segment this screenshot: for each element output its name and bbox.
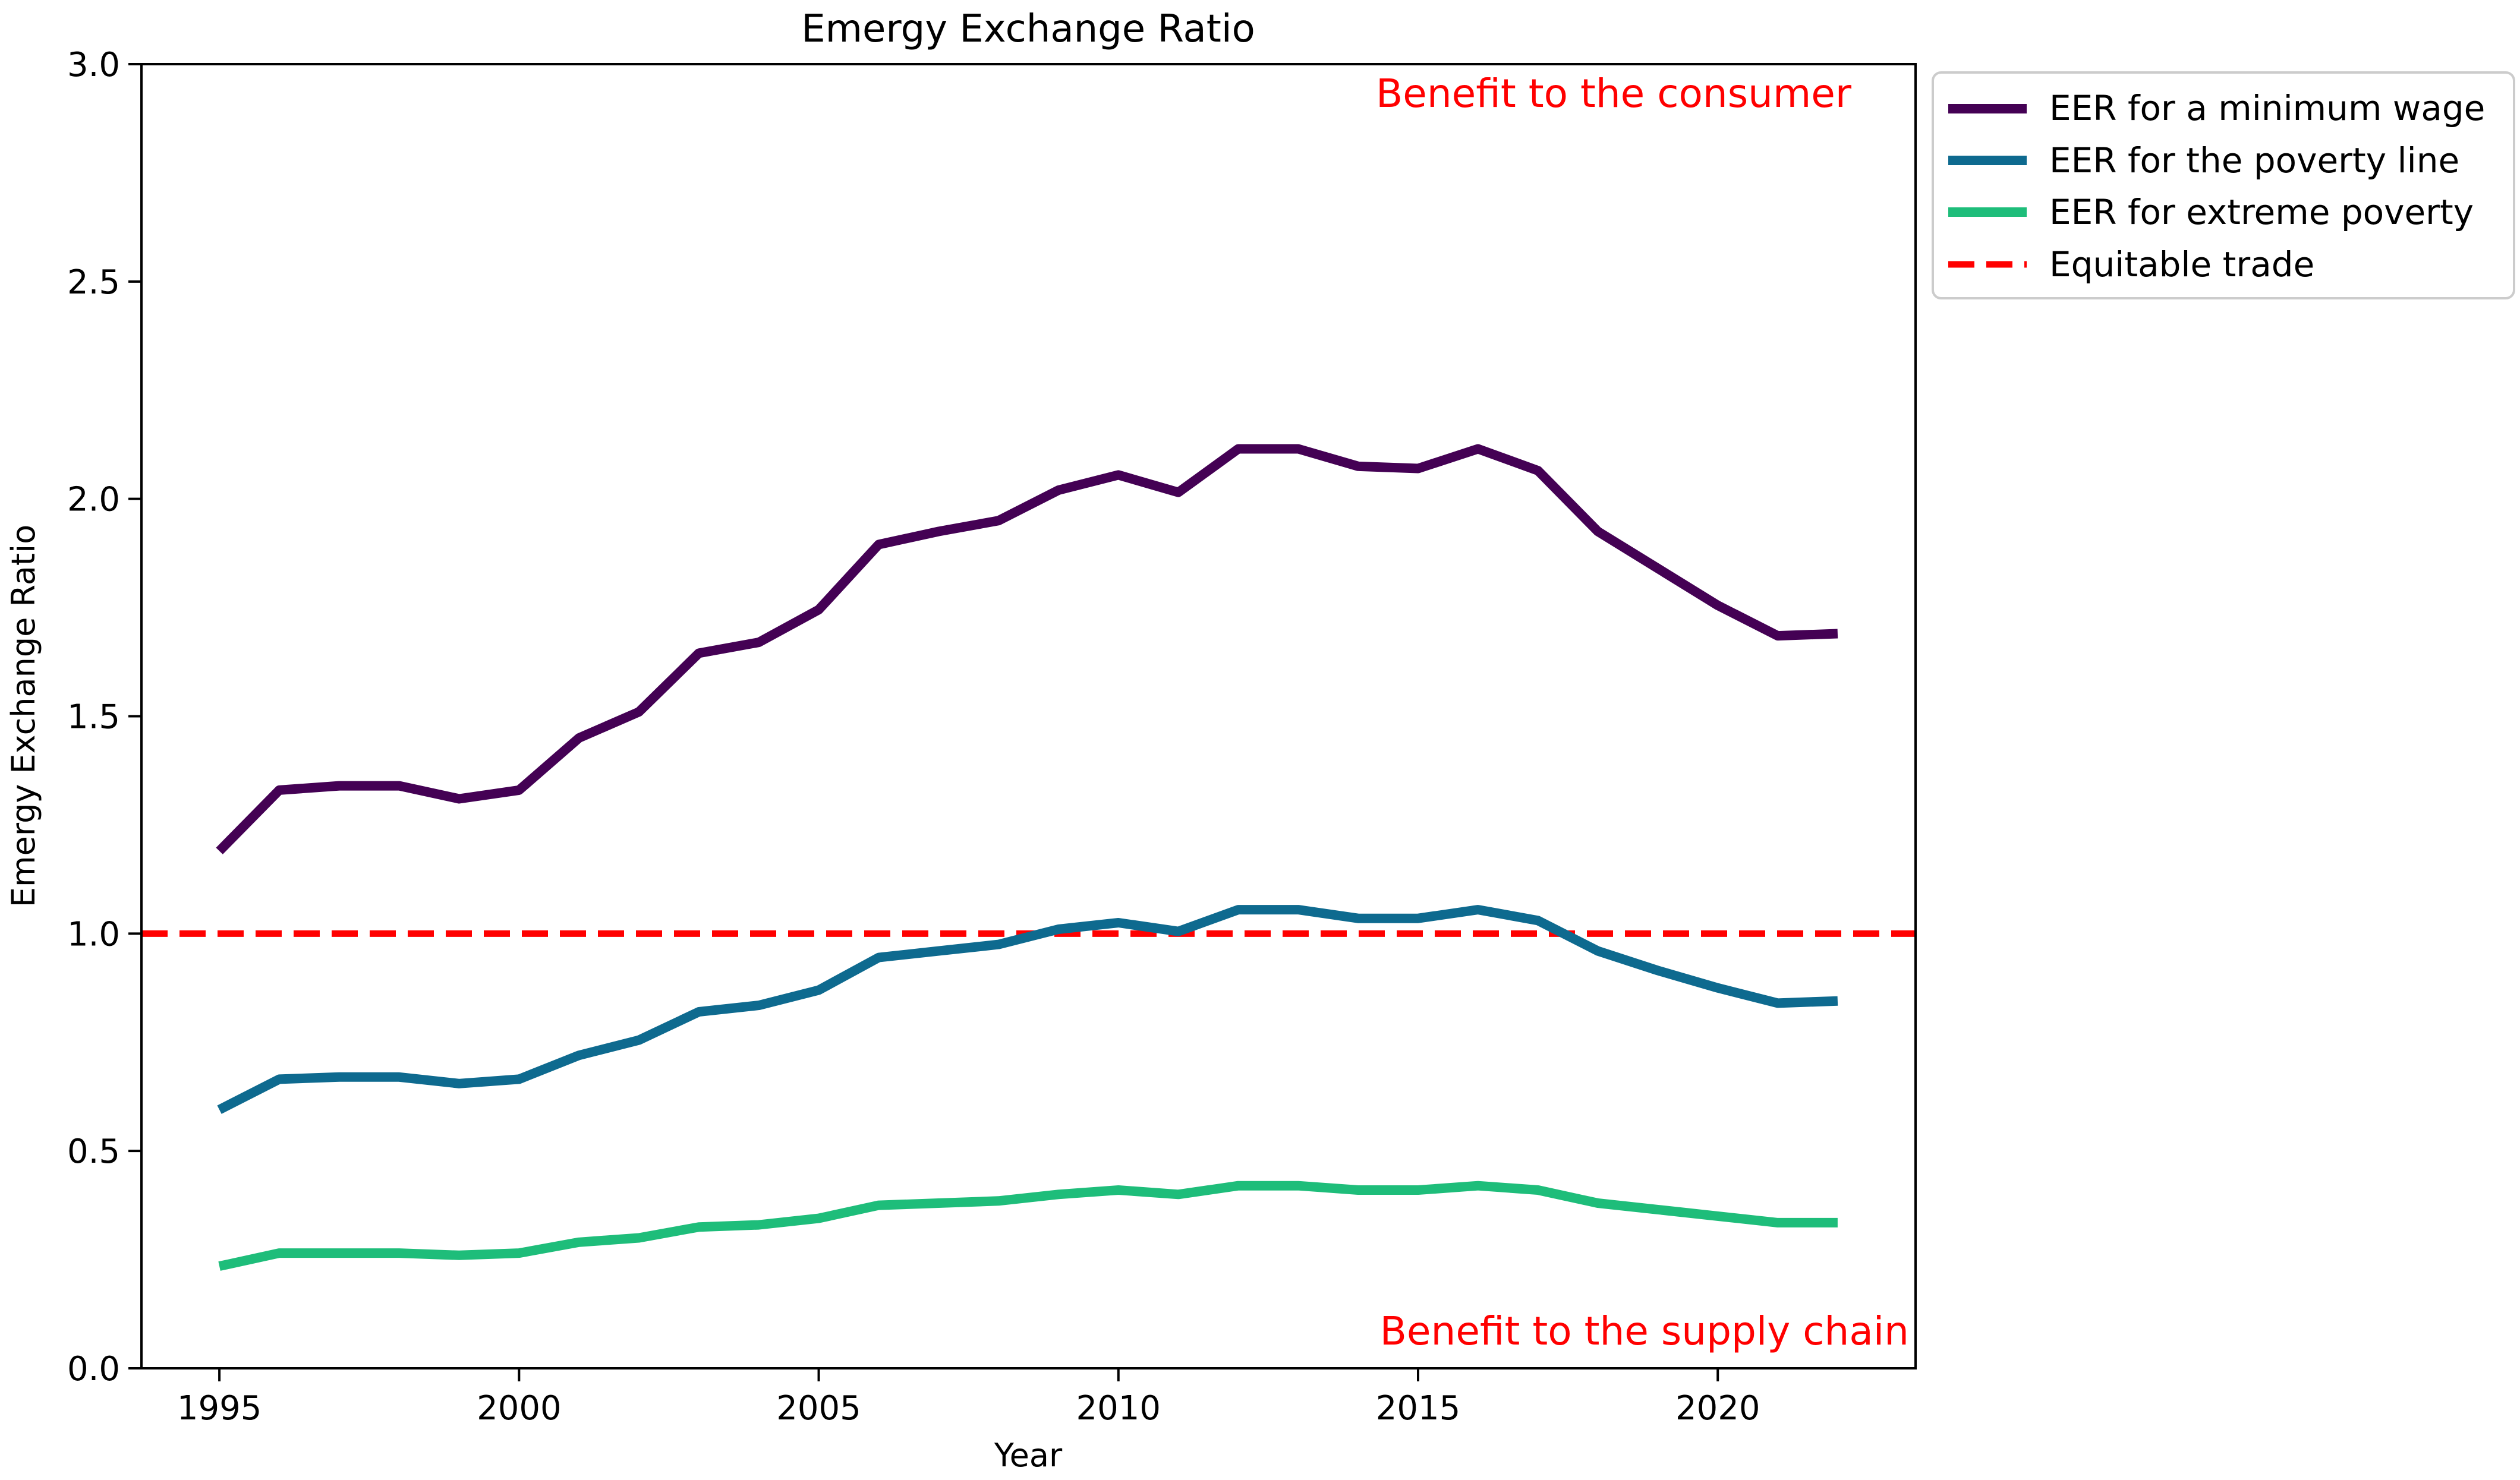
plot-frame — [140, 63, 1917, 1369]
series-line-poverty-line — [217, 905, 1838, 1114]
x-tick-label: 1995 — [177, 1389, 262, 1428]
y-tick-label: 2.5 — [67, 263, 120, 302]
benefit-consumer-annotation: Benefit to the consumer — [1376, 71, 1852, 116]
x-tick-label: 2005 — [776, 1389, 861, 1428]
legend-label-poverty-line: EER for the poverty line — [2049, 140, 2459, 181]
x-tick-label: 2000 — [477, 1389, 562, 1428]
x-tick-label: 2015 — [1376, 1389, 1461, 1428]
legend-label-equitable-trade: Equitable trade — [2049, 244, 2314, 285]
x-tick-label: 2020 — [1675, 1389, 1760, 1428]
legend-label-minimum-wage: EER for a minimum wage — [2049, 88, 2485, 128]
y-axis: 0.0 0.5 1.0 1.5 2.0 2.5 3.0 — [67, 46, 141, 1389]
benefit-supply-chain-annotation: Benefit to the supply chain — [1380, 1308, 1909, 1354]
series-layer — [216, 444, 1838, 1271]
y-axis-label: Emergy Exchange Ratio — [5, 525, 42, 907]
y-tick-label: 1.5 — [67, 698, 120, 737]
series-line-extreme-poverty — [218, 1181, 1838, 1271]
y-tick-label: 0.0 — [67, 1350, 120, 1389]
legend-box — [1932, 71, 2515, 299]
legend-label-extreme-poverty: EER for extreme poverty — [2049, 192, 2474, 232]
x-axis: 1995 2000 2005 2010 2015 2020 — [177, 1368, 1760, 1428]
y-tick-label: 1.0 — [67, 915, 120, 954]
y-tick-label: 2.0 — [67, 481, 120, 519]
y-tick-label: 0.5 — [67, 1132, 120, 1171]
plot-area — [141, 64, 1916, 1368]
x-tick-label: 2010 — [1076, 1389, 1161, 1428]
legend: EER for a minimum wage EER for the pover… — [1932, 71, 2515, 299]
series-line-minimum-wage — [216, 444, 1838, 854]
chart-title: Emergy Exchange Ratio — [801, 7, 1255, 51]
y-tick-label: 3.0 — [67, 46, 120, 84]
x-axis-label: Year — [994, 1437, 1063, 1474]
